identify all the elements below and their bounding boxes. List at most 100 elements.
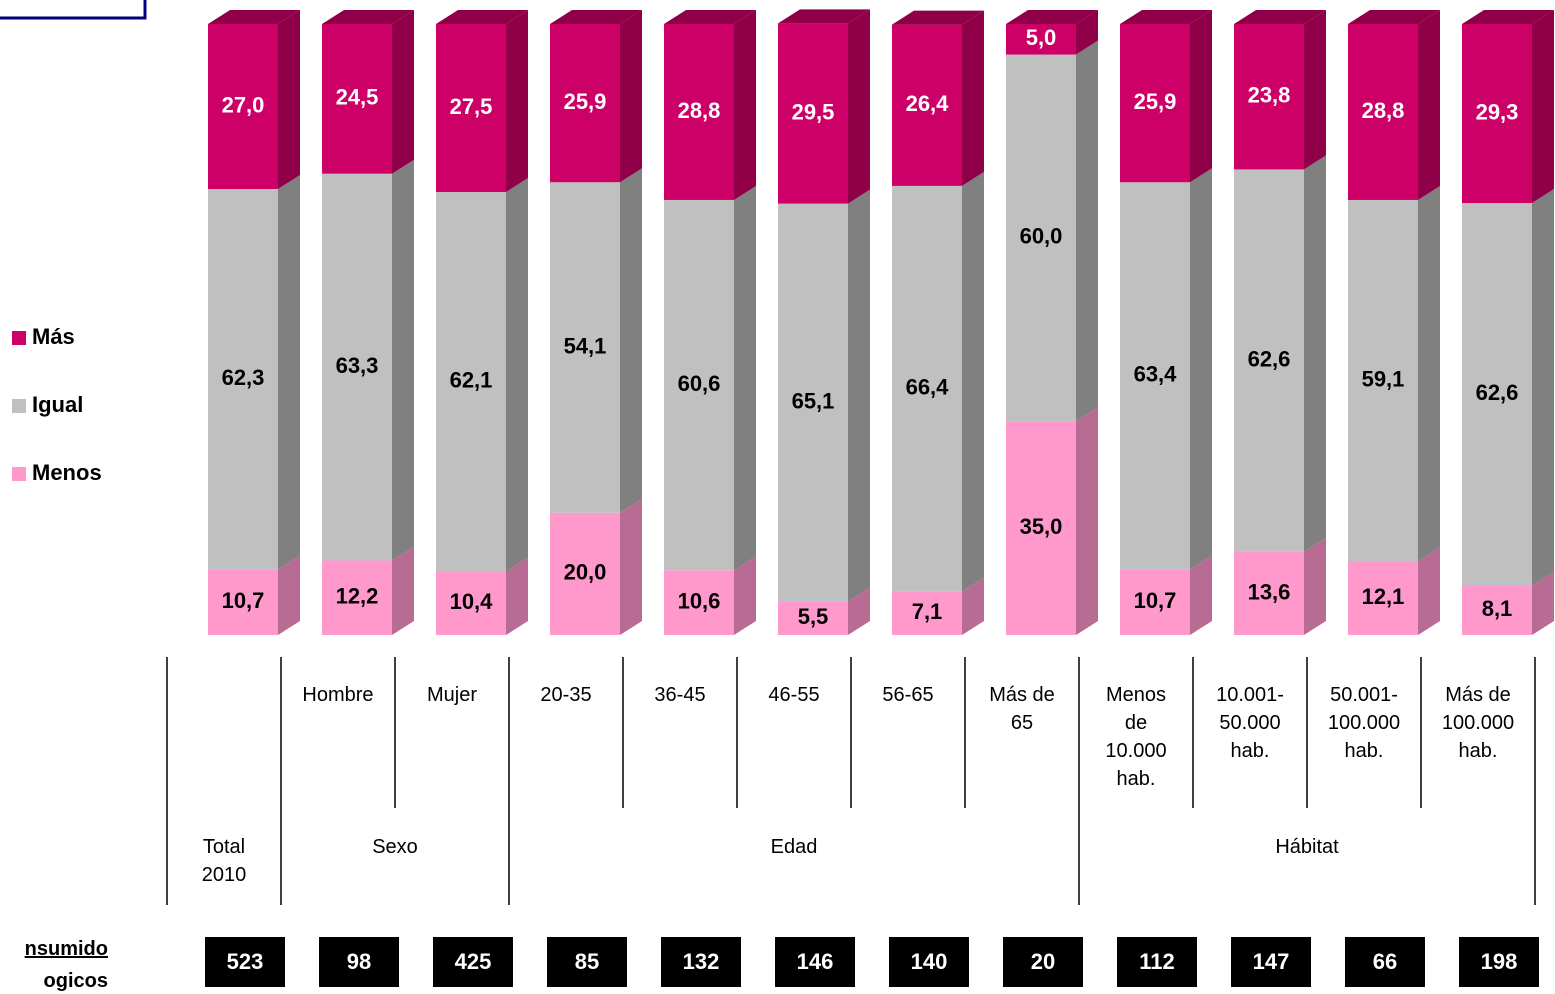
legend-swatch — [12, 399, 26, 413]
bar-segment — [892, 24, 962, 186]
bar-segment — [208, 188, 278, 570]
bar-side — [1532, 571, 1554, 635]
bar-segment — [892, 185, 962, 592]
bar-segment — [892, 591, 962, 635]
bar-segment — [208, 24, 278, 189]
value-label: 23,8 — [1248, 83, 1291, 108]
value-label: 65,1 — [792, 388, 835, 413]
value-label: 7,1 — [912, 599, 943, 624]
value-label: 60,0 — [1020, 224, 1063, 249]
bar-side — [1190, 168, 1212, 570]
base-caption: nsumido — [24, 938, 108, 960]
value-label: 29,5 — [792, 99, 835, 124]
value-label: 10,7 — [1134, 588, 1177, 613]
bar-segment — [1234, 551, 1304, 635]
bar-side — [848, 189, 870, 602]
bar-segment — [1348, 561, 1418, 635]
bar-top — [1348, 10, 1440, 24]
bar-side — [278, 174, 300, 570]
bar-segment — [322, 560, 392, 635]
category-label: Menos de 10.000 hab. — [1105, 684, 1167, 790]
bar-top — [892, 10, 984, 25]
legend-swatch — [12, 331, 26, 345]
base-caption: ogicos — [43, 970, 108, 992]
bar-side — [1190, 555, 1212, 635]
bar-side — [962, 10, 984, 186]
bar-side — [1076, 407, 1098, 635]
bar-segment — [550, 512, 620, 635]
bar-side — [506, 178, 528, 572]
bar-segment — [778, 601, 848, 635]
bar-side — [1076, 10, 1098, 55]
legend-label: Igual — [32, 392, 83, 417]
base-value: 523 — [227, 949, 264, 974]
base-value: 20 — [1031, 949, 1055, 974]
value-label: 28,8 — [678, 98, 721, 123]
bar-side — [1418, 185, 1440, 562]
bar-side — [392, 159, 414, 561]
value-label: 27,5 — [450, 94, 493, 119]
bar-side — [1532, 10, 1554, 204]
bar-segment — [322, 24, 392, 174]
value-label: 8,1 — [1482, 596, 1513, 621]
value-label: 59,1 — [1362, 366, 1405, 391]
value-label: 13,6 — [1248, 579, 1291, 604]
bar-side — [848, 9, 870, 204]
base-box — [775, 937, 855, 987]
value-label: 12,1 — [1362, 584, 1405, 609]
frame-box — [0, 0, 147, 20]
bar-segment — [436, 192, 506, 572]
base-value: 85 — [575, 949, 599, 974]
bar-segment — [550, 182, 620, 513]
base-box — [547, 937, 627, 987]
bar-segment — [664, 199, 734, 571]
bar-side — [734, 556, 756, 635]
bar-segment — [1006, 24, 1076, 55]
category-label: 10.001-50.000 hab. — [1216, 684, 1284, 762]
value-label: 62,6 — [1248, 346, 1291, 371]
bar-side — [1190, 10, 1212, 183]
base-box — [319, 937, 399, 987]
category-label: 56-65 — [882, 684, 934, 706]
base-box — [889, 937, 969, 987]
group-label: Total 2010 — [201, 836, 247, 886]
base-value: 147 — [1253, 949, 1290, 974]
value-label: 25,9 — [564, 89, 607, 114]
value-label: 25,9 — [1134, 89, 1177, 114]
legend-swatch — [12, 467, 26, 481]
bar-side — [278, 10, 300, 189]
value-label: 60,6 — [678, 371, 721, 396]
value-label: 63,3 — [336, 353, 379, 378]
base-box — [433, 937, 513, 987]
base-box — [1003, 937, 1083, 987]
bar-top — [664, 10, 756, 24]
bar-side — [962, 577, 984, 635]
base-box — [1231, 937, 1311, 987]
base-value: 66 — [1373, 949, 1397, 974]
bar-side — [506, 557, 528, 635]
bar-side — [1418, 547, 1440, 635]
value-label: 24,5 — [336, 85, 379, 110]
bar-top — [778, 9, 870, 24]
base-value: 98 — [347, 949, 371, 974]
bar-segment — [1234, 169, 1304, 552]
category-label: 36-45 — [654, 684, 706, 706]
bar-segment — [322, 173, 392, 561]
bar-segment — [778, 203, 848, 602]
category-label: Más de 100.000 hab. — [1441, 684, 1515, 762]
value-label: 66,4 — [906, 375, 950, 400]
bar-segment — [778, 23, 848, 204]
value-label: 26,4 — [906, 91, 950, 116]
category-label: Mujer — [426, 684, 477, 706]
category-label: 46-55 — [768, 684, 820, 706]
bar-segment — [1462, 585, 1532, 635]
value-label: 29,3 — [1476, 99, 1519, 124]
bar-segment — [1348, 199, 1418, 562]
value-label: 10,4 — [450, 589, 494, 614]
bar-side — [1076, 40, 1098, 422]
bar-segment — [1006, 54, 1076, 422]
group-label: Edad — [770, 836, 818, 858]
bar-side — [278, 555, 300, 635]
bar-segment — [1234, 24, 1304, 170]
